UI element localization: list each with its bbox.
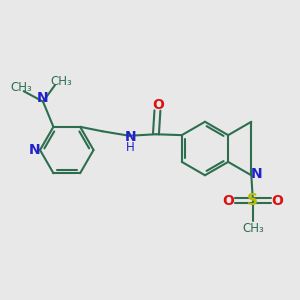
Text: O: O xyxy=(271,194,283,208)
Text: CH₃: CH₃ xyxy=(11,81,32,94)
Text: N: N xyxy=(251,167,262,181)
Text: N: N xyxy=(37,91,49,105)
Text: N: N xyxy=(29,143,40,157)
Text: O: O xyxy=(152,98,164,112)
Text: N: N xyxy=(125,130,136,144)
Text: S: S xyxy=(247,193,258,208)
Text: H: H xyxy=(126,140,135,154)
Text: O: O xyxy=(223,194,234,208)
Text: CH₃: CH₃ xyxy=(242,222,264,235)
Text: CH₃: CH₃ xyxy=(51,75,72,88)
